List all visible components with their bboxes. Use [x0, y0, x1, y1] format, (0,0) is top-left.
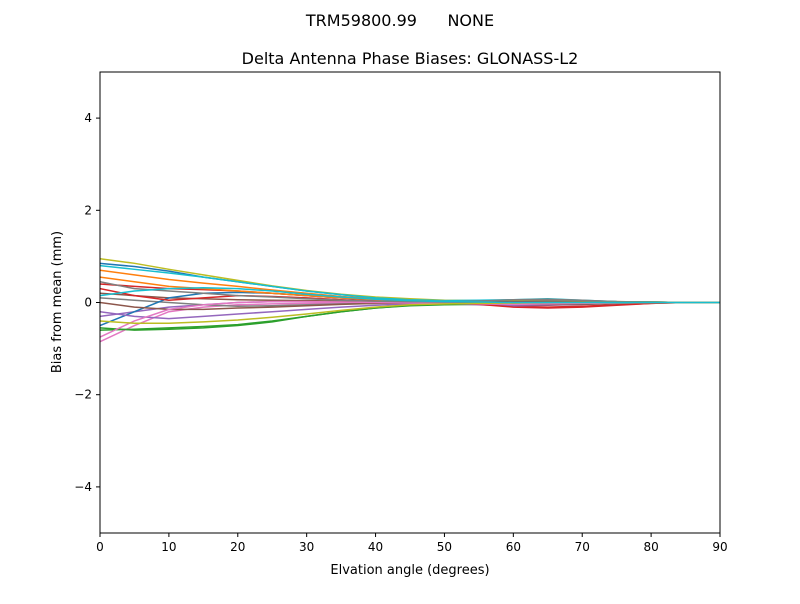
x-tick-label: 50 — [437, 540, 452, 554]
x-tick-label: 70 — [575, 540, 590, 554]
y-tick-label: 2 — [84, 203, 92, 217]
chart-title: Delta Antenna Phase Biases: GLONASS-L2 — [242, 49, 579, 68]
x-tick-label: 10 — [161, 540, 176, 554]
y-tick-label: 4 — [84, 111, 92, 125]
y-tick-label: 0 — [84, 296, 92, 310]
x-tick-label: 20 — [230, 540, 245, 554]
data-line — [100, 286, 720, 304]
y-tick-label: −4 — [74, 480, 92, 494]
x-tick-label: 0 — [96, 540, 104, 554]
x-tick-label: 90 — [712, 540, 727, 554]
x-axis-label: Elvation angle (degrees) — [330, 563, 489, 578]
x-tick-label: 40 — [368, 540, 383, 554]
x-tick-label: 30 — [299, 540, 314, 554]
suptitle: TRM59800.99 NONE — [305, 11, 494, 30]
plot-frame — [99, 71, 721, 534]
x-tick-label: 80 — [643, 540, 658, 554]
data-line — [100, 281, 720, 304]
y-tick-label: −2 — [74, 388, 92, 402]
x-tick-label: 60 — [506, 540, 521, 554]
y-axis-label: Bias from mean (mm) — [50, 231, 65, 373]
